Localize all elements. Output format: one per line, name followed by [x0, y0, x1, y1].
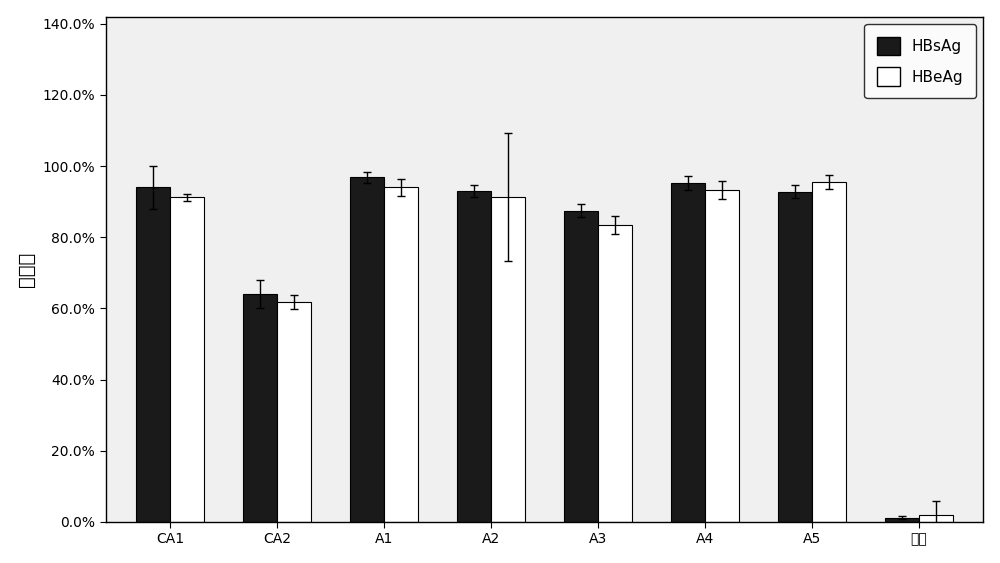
Bar: [919, 515, 953, 522]
Y-axis label: 抑制率: 抑制率: [17, 252, 36, 287]
Bar: [671, 183, 705, 522]
Bar: [350, 177, 384, 522]
Bar: [778, 192, 812, 522]
Bar: [705, 190, 739, 522]
Bar: [384, 187, 418, 522]
Bar: [885, 517, 919, 522]
Bar: [491, 198, 525, 522]
Bar: [457, 191, 491, 522]
Bar: [277, 302, 311, 522]
Legend: HBsAg, HBeAg: HBsAg, HBeAg: [864, 24, 976, 99]
Bar: [812, 182, 846, 522]
Bar: [564, 211, 598, 522]
Bar: [136, 187, 170, 522]
Bar: [170, 198, 204, 522]
Bar: [243, 294, 277, 522]
Bar: [598, 225, 632, 522]
